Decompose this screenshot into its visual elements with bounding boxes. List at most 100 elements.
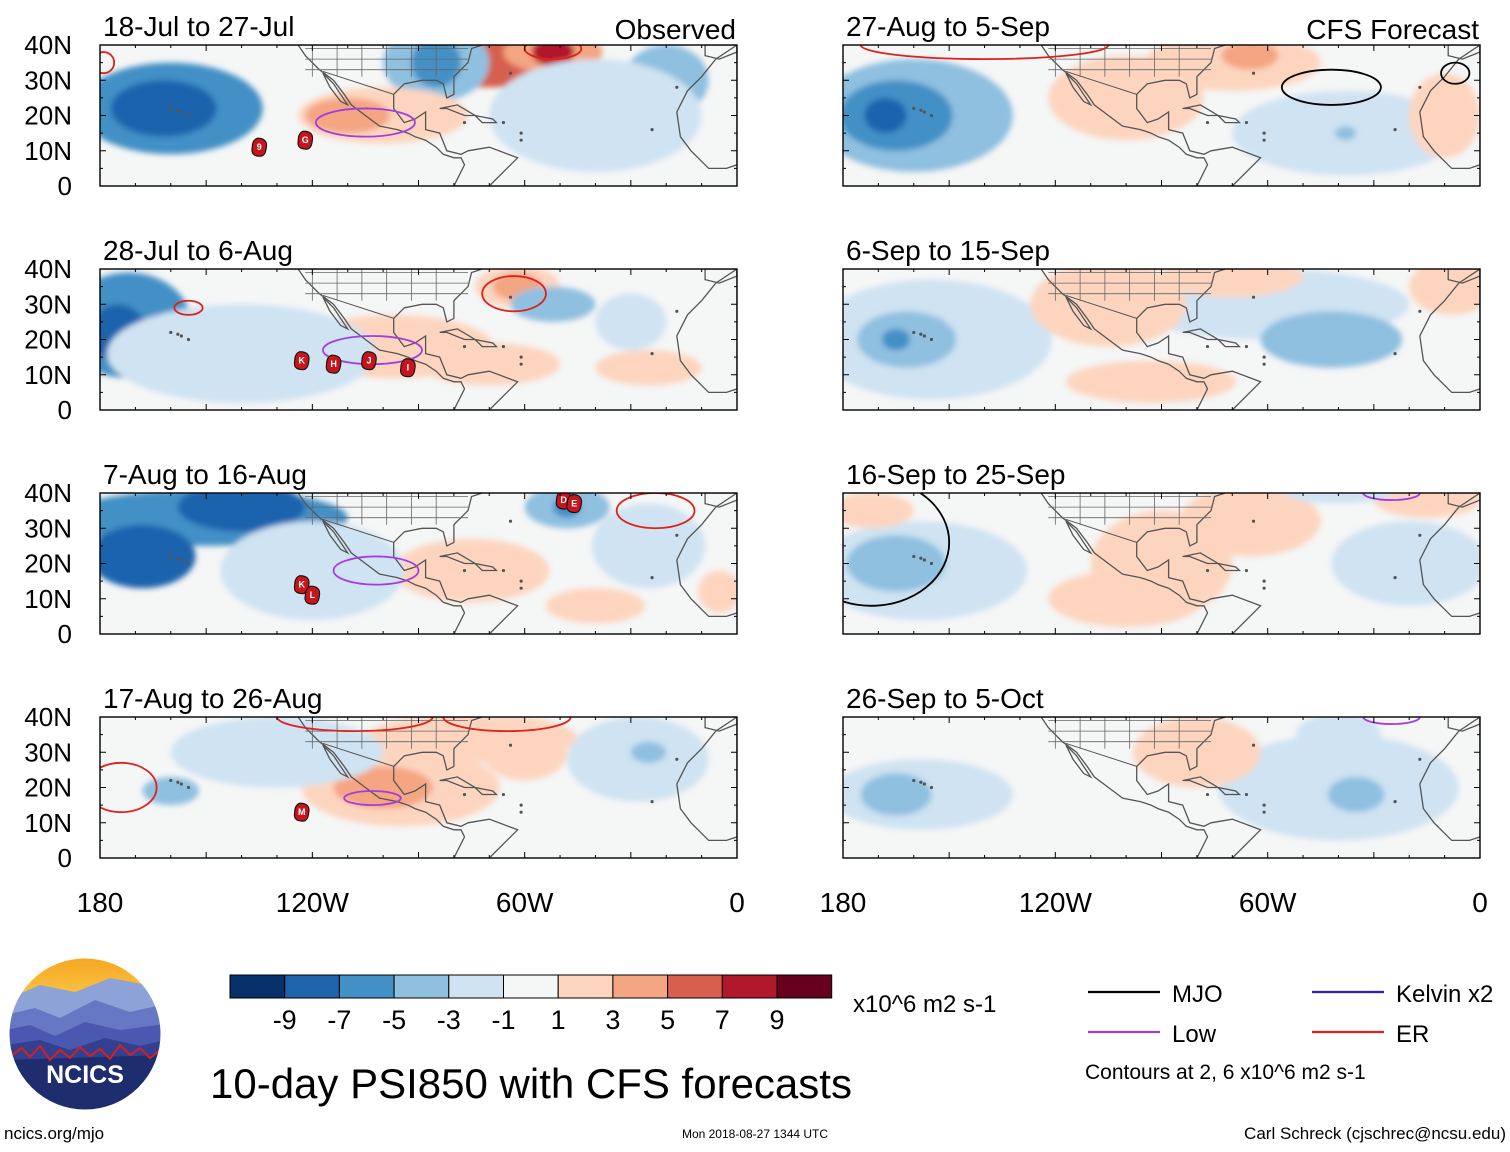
storm-label: E [571, 499, 577, 509]
contours [332, 493, 696, 586]
storm-label: I [407, 363, 410, 373]
axis-ticks [99, 44, 738, 187]
colorbar-tick: 7 [715, 1005, 730, 1035]
ncics-logo: NCICS [8, 957, 162, 1111]
storm-marker: K [293, 575, 310, 595]
anomaly-shading [843, 269, 1480, 403]
colorbar-swatch [612, 974, 669, 999]
coastlines [912, 717, 1480, 858]
colorbar-tick: 3 [605, 1005, 620, 1035]
map-panel: K H J I 40N 30N 20N 10N 0 28-Jul to 6-Aug [24, 235, 738, 425]
lon-tick-label: 0 [729, 887, 745, 918]
storm-marker: I [400, 358, 416, 378]
map-panel: 26-Sep to 5-Oct 180 120W 60W 0 [820, 683, 1488, 918]
colorbar-swatch [229, 974, 286, 999]
storm-label: H [330, 359, 337, 369]
colorbar-swatch [338, 974, 395, 999]
coastlines [912, 269, 1480, 410]
anomaly-shading [142, 717, 709, 827]
panel-period: 27-Aug to 5-Sep [846, 11, 1050, 42]
lat-tick-label: 30N [24, 289, 72, 319]
lon-tick-label: 60W [496, 887, 554, 918]
panel-period: 17-Aug to 26-Aug [103, 683, 323, 714]
storm-label: K [298, 356, 305, 366]
timestamp: Mon 2018-08-27 1344 UTC [682, 1127, 828, 1141]
colorbar-tick: 1 [551, 1005, 566, 1035]
site-link[interactable]: ncics.org/mjo [4, 1124, 104, 1143]
axis-ticks [842, 716, 1481, 859]
lat-tick-label: 40N [24, 30, 72, 60]
map-panel: M 40N 30N 20N 10N 0 17-Aug to 26-Aug 180 120W 60W… [24, 683, 744, 918]
lat-tick-label: 0 [58, 171, 72, 201]
contours [859, 45, 1471, 106]
coastlines [169, 45, 737, 186]
storm-marker: G [297, 130, 314, 150]
colorbar-swatch [667, 974, 723, 999]
lat-tick-label: 10N [24, 808, 72, 838]
anomaly-shading [843, 717, 1459, 841]
anomaly-shading [100, 269, 702, 403]
storm-marker: 9 [251, 137, 268, 157]
lon-tick-label: 180 [77, 887, 124, 918]
storm-marker: L [304, 585, 321, 605]
lat-tick-label: 10N [24, 360, 72, 390]
colorbar-tick: -5 [382, 1005, 406, 1035]
axis-ticks [842, 492, 1481, 635]
anomaly-shading [843, 493, 1480, 627]
legend-label: MJO [1172, 981, 1223, 1008]
panel-period: 26-Sep to 5-Oct [846, 683, 1044, 714]
colorbar-tick: -3 [437, 1005, 461, 1035]
storm-label: 9 [257, 142, 262, 152]
legend-label: Low [1172, 1021, 1217, 1048]
panel-period: 28-Jul to 6-Aug [103, 235, 293, 266]
logo-text: NCICS [46, 1061, 124, 1089]
coastlines [912, 45, 1480, 186]
lon-tick-label: 180 [820, 887, 867, 918]
anomaly-shading [843, 45, 1480, 176]
lon-tick-label: 120W [1019, 887, 1093, 918]
lat-tick-label: 0 [58, 843, 72, 873]
storm-marker: J [361, 351, 377, 371]
axis-ticks [842, 268, 1481, 411]
panel-period: 18-Jul to 27-Jul [103, 11, 294, 42]
author: Carl Schreck (cjschrec@ncsu.edu) [1244, 1124, 1506, 1143]
storm-label: K [298, 580, 305, 590]
colorbar-swatch [776, 974, 833, 999]
lat-tick-label: 30N [24, 737, 72, 767]
lat-tick-label: 40N [24, 254, 72, 284]
map-panel: 9 G 40N 30N 20N 10N 0 18-Jul to 27-Jul Observed [24, 11, 738, 201]
column-label: CFS Forecast [1306, 14, 1479, 45]
lat-tick-label: 10N [24, 584, 72, 614]
legend: MJO Kelvin x2 Low ER [1088, 981, 1493, 1048]
storm-label: L [310, 590, 316, 600]
lat-tick-label: 20N [24, 549, 72, 579]
storm-marker: K [293, 351, 310, 371]
figure-title: 10-day PSI850 with CFS forecasts [210, 1060, 852, 1107]
colorbar-swatch [721, 974, 778, 999]
colorbar-tick: -1 [491, 1005, 515, 1035]
colorbar-tick: 9 [769, 1005, 784, 1035]
coastlines [912, 493, 1480, 634]
panel-period: 6-Sep to 15-Sep [846, 235, 1050, 266]
axis-ticks [99, 492, 738, 635]
axis-ticks [842, 44, 1481, 187]
colorbar-tick: 5 [660, 1005, 675, 1035]
lon-tick-label: 0 [1472, 887, 1488, 918]
lon-tick-label: 120W [276, 887, 350, 918]
lat-tick-label: 0 [58, 619, 72, 649]
lat-tick-label: 10N [24, 136, 72, 166]
colorbar-swatch [284, 974, 340, 999]
colorbar-swatch [448, 974, 504, 999]
panel-period: 16-Sep to 25-Sep [846, 459, 1066, 490]
contour-note: Contours at 2, 6 x10^6 m2 s-1 [1085, 1061, 1366, 1084]
panel-period: 7-Aug to 16-Aug [103, 459, 307, 490]
legend-label: ER [1396, 1021, 1429, 1048]
coastlines [169, 493, 737, 634]
lat-tick-label: 30N [24, 65, 72, 95]
colorbar-tick: -9 [273, 1005, 297, 1035]
map-panel: 27-Aug to 5-Sep CFS Forecast [842, 11, 1481, 187]
coastlines [169, 717, 737, 858]
lat-tick-label: 40N [24, 478, 72, 508]
